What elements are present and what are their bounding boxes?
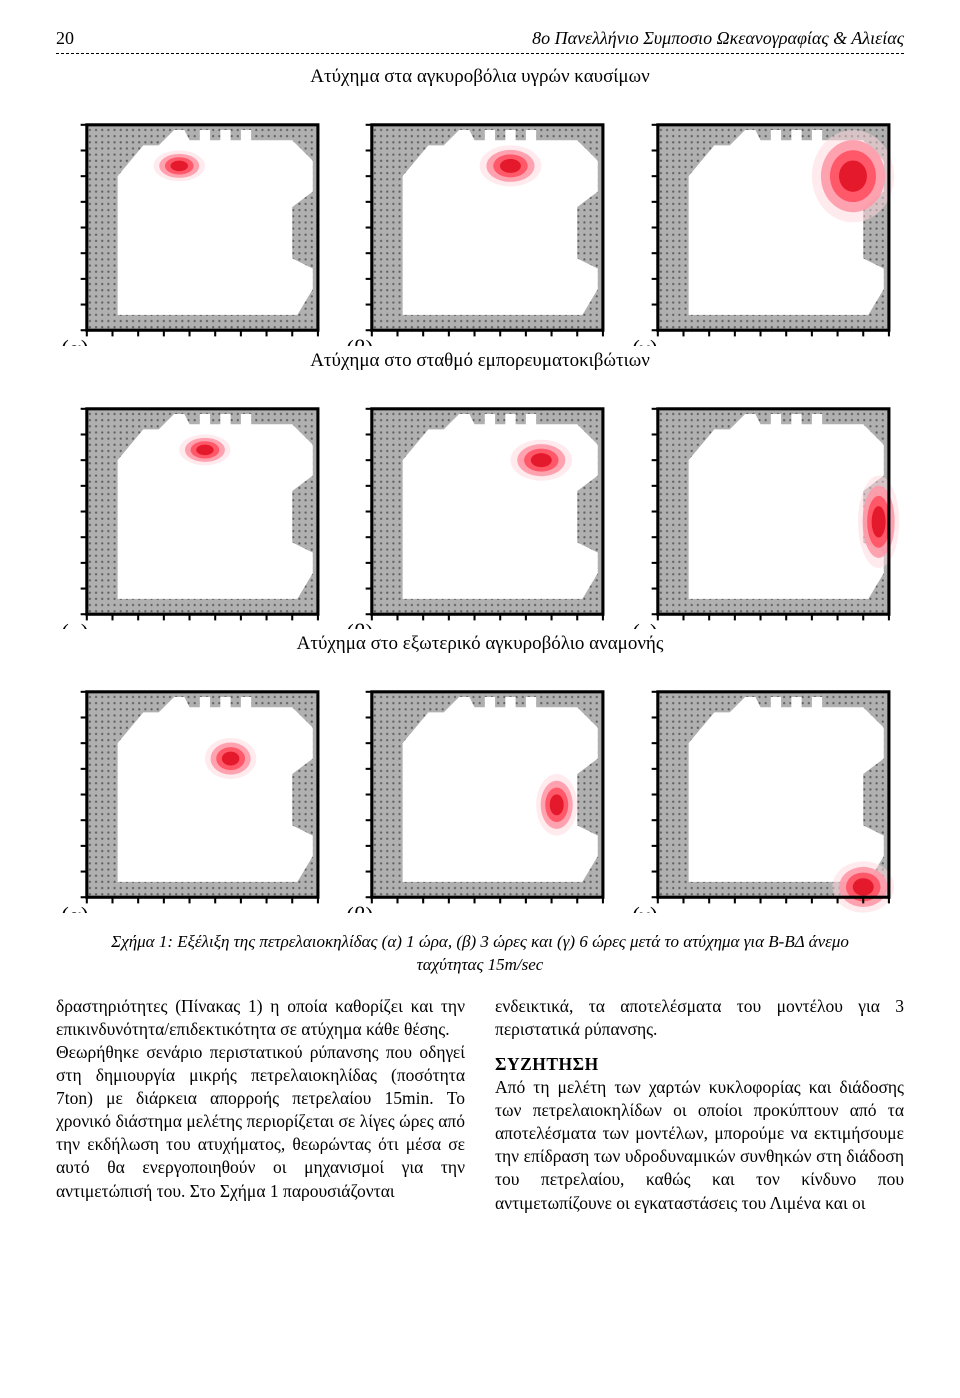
right-para: Από τη μελέτη των χαρτών κυκλοφορίας και… <box>495 1076 904 1215</box>
svg-text:(β): (β) <box>346 902 373 913</box>
chart-panel: (γ) <box>627 94 904 346</box>
svg-text:(α): (α) <box>61 335 88 346</box>
figure-block: Ατύχημα στα αγκυροβόλια υγρών καυσίμων (… <box>56 66 904 977</box>
panel-wrap: (α) <box>56 94 333 346</box>
chart-panel: (β) <box>341 94 618 346</box>
chart-panel: (γ) <box>627 661 904 913</box>
figure-row-3-title: Ατύχημα στο εξωτερικό αγκυροβόλιο αναμον… <box>56 633 904 655</box>
figure-row-1-title: Ατύχημα στα αγκυροβόλια υγρών καυσίμων <box>56 66 904 88</box>
left-para-2: Θεωρήθηκε σενάριο περιστατικού ρύπανσης … <box>56 1041 465 1203</box>
chart-panel: (α) <box>56 94 333 346</box>
panel-wrap: (β) <box>341 661 618 913</box>
svg-text:(β): (β) <box>346 619 373 630</box>
svg-text:(γ): (γ) <box>632 619 658 630</box>
panel-wrap: (β) <box>341 94 618 346</box>
svg-text:(β): (β) <box>346 335 373 346</box>
panel-wrap: (γ) <box>627 94 904 346</box>
panel-wrap: (γ) <box>627 378 904 630</box>
svg-text:(α): (α) <box>61 619 88 630</box>
section-heading: ΣΥΖΗΤΗΣΗ <box>495 1053 904 1076</box>
panel-wrap: (β) <box>341 378 618 630</box>
figure-row-1: Ατύχημα στα αγκυροβόλια υγρών καυσίμων (… <box>56 66 904 346</box>
right-intro: ενδεικτικά, τα αποτελέσματα του μοντέλου… <box>495 995 904 1041</box>
body-columns: δραστηριότητες (Πίνακας 1) η οποία καθορ… <box>56 995 904 1215</box>
svg-text:(α): (α) <box>61 902 88 913</box>
running-title: 8ο Πανελλήνιο Συμποσιο Ωκεανογραφίας & Α… <box>96 28 904 49</box>
svg-text:(γ): (γ) <box>632 335 658 346</box>
page: 20 8ο Πανελλήνιο Συμποσιο Ωκεανογραφίας … <box>0 0 960 1255</box>
panel-wrap: (α) <box>56 378 333 630</box>
left-column: δραστηριότητες (Πίνακας 1) η οποία καθορ… <box>56 995 465 1215</box>
running-header: 20 8ο Πανελλήνιο Συμποσιο Ωκεανογραφίας … <box>56 28 904 54</box>
page-number: 20 <box>56 28 96 49</box>
panel-wrap: (γ) <box>627 661 904 913</box>
svg-text:(γ): (γ) <box>632 902 658 913</box>
chart-panel: (β) <box>341 661 618 913</box>
figure-row-2-title: Ατύχημα στο σταθμό εμπορευματοκιβώτιων <box>56 350 904 372</box>
figure-row-3: Ατύχημα στο εξωτερικό αγκυροβόλιο αναμον… <box>56 633 904 913</box>
figure-row-2: Ατύχημα στο σταθμό εμπορευματοκιβώτιων (… <box>56 350 904 630</box>
chart-panel: (α) <box>56 378 333 630</box>
right-column: ενδεικτικά, τα αποτελέσματα του μοντέλου… <box>495 995 904 1215</box>
left-para-1: δραστηριότητες (Πίνακας 1) η οποία καθορ… <box>56 995 465 1041</box>
figure-caption: Σχήμα 1: Εξέλιξη της πετρελαιοκηλίδας (α… <box>86 931 874 977</box>
panel-wrap: (α) <box>56 661 333 913</box>
chart-panel: (α) <box>56 661 333 913</box>
chart-panel: (γ) <box>627 378 904 630</box>
chart-panel: (β) <box>341 378 618 630</box>
